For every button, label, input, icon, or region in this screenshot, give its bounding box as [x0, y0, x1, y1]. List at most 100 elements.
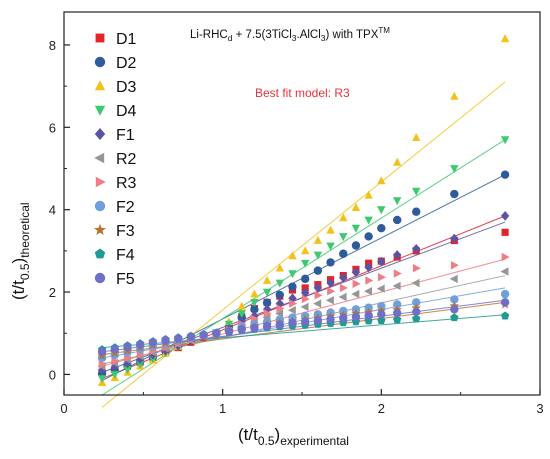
data-point [300, 274, 310, 284]
data-point [364, 190, 373, 199]
data-point [110, 345, 119, 354]
y-tick-label: 6 [49, 120, 56, 135]
legend: D1 D2 D3 D4 F1 R2 R3 F2 F3 F4 F5 [94, 31, 137, 288]
data-point [123, 342, 132, 352]
legend-label: F2 [116, 199, 135, 216]
legend-item-f2: F2 [94, 199, 135, 216]
data-point [313, 283, 323, 293]
data-point [250, 323, 259, 333]
legend-marker [94, 128, 106, 140]
data-point [451, 261, 459, 270]
data-point [364, 311, 373, 320]
legend-item-d3: D3 [94, 79, 137, 96]
data-point [351, 312, 361, 321]
data-point [237, 310, 246, 319]
legend-item-r2: R2 [94, 151, 137, 168]
data-point [135, 340, 145, 349]
data-point [376, 284, 385, 293]
data-point [237, 301, 246, 310]
data-point [326, 258, 335, 267]
data-point [326, 278, 335, 288]
data-point [262, 275, 272, 284]
legend-label: R2 [116, 151, 137, 168]
data-point [351, 267, 361, 278]
data-point [325, 296, 334, 305]
legend-label: D1 [116, 31, 137, 48]
data-point [393, 197, 402, 206]
data-point [301, 246, 310, 255]
data-points [97, 34, 510, 386]
data-point [250, 289, 259, 298]
y-tick-label: 8 [49, 38, 56, 53]
data-point [351, 241, 361, 250]
data-point [450, 305, 459, 314]
data-point [275, 279, 284, 288]
data-point [97, 375, 107, 384]
data-point [412, 187, 421, 196]
legend-marker [94, 248, 106, 259]
data-point [326, 315, 335, 324]
data-point [199, 330, 208, 340]
data-point [250, 305, 259, 314]
data-point [136, 354, 145, 364]
data-point [275, 309, 284, 318]
data-point [500, 211, 510, 221]
series-d4 [97, 136, 510, 384]
data-point [338, 292, 347, 302]
data-point [449, 274, 458, 284]
legend-label: D4 [116, 103, 137, 120]
x-tick-label: 3 [536, 401, 543, 416]
fit-line-d4 [101, 139, 506, 396]
legend-item-f1: F1 [94, 127, 135, 144]
data-point [364, 216, 373, 225]
y-axis-ticks: 0 2 4 6 8 [49, 38, 70, 382]
data-point [412, 207, 421, 216]
data-point [450, 165, 459, 174]
data-point [412, 264, 421, 273]
legend-marker [95, 176, 106, 188]
legend-label: F3 [116, 223, 135, 240]
data-point [339, 213, 348, 222]
data-point [288, 318, 297, 328]
data-point [412, 133, 421, 141]
data-point [393, 308, 402, 318]
data-point [500, 170, 510, 179]
best-fit-annotation: Best fit model: R3 [255, 86, 350, 100]
data-point [288, 293, 297, 304]
x-axis-ticks: 0 1 2 3 [60, 389, 544, 416]
data-point [393, 250, 402, 260]
data-point [393, 215, 402, 225]
data-point [500, 298, 510, 307]
chart-title: Li-RHCd + 7.5(3TiCl3.AlCl3) with TPXTM [190, 26, 390, 43]
data-point [237, 325, 246, 334]
legend-label: D2 [116, 55, 137, 72]
data-point [364, 232, 373, 241]
data-point [339, 233, 348, 242]
data-point [262, 288, 272, 297]
data-point [377, 316, 386, 324]
data-point [411, 278, 420, 288]
data-point [412, 298, 421, 307]
data-point [301, 294, 310, 304]
data-point [450, 313, 459, 322]
x-axis-label: (t/t0.5)experimental [238, 425, 349, 448]
data-point [365, 276, 374, 285]
data-point [377, 206, 386, 215]
data-point [300, 302, 309, 312]
data-point [450, 233, 459, 244]
legend-item-f5: F5 [94, 271, 135, 288]
data-point [500, 34, 510, 43]
data-point [123, 366, 132, 375]
data-point [111, 357, 120, 366]
data-point [288, 270, 297, 279]
data-point [450, 189, 459, 199]
legend-label: F1 [116, 127, 135, 144]
data-point [393, 315, 402, 324]
data-point [313, 266, 323, 275]
series-f5 [97, 298, 510, 356]
data-point [313, 316, 323, 325]
data-point [351, 224, 361, 233]
legend-label: R3 [116, 175, 137, 192]
data-point [351, 289, 360, 299]
